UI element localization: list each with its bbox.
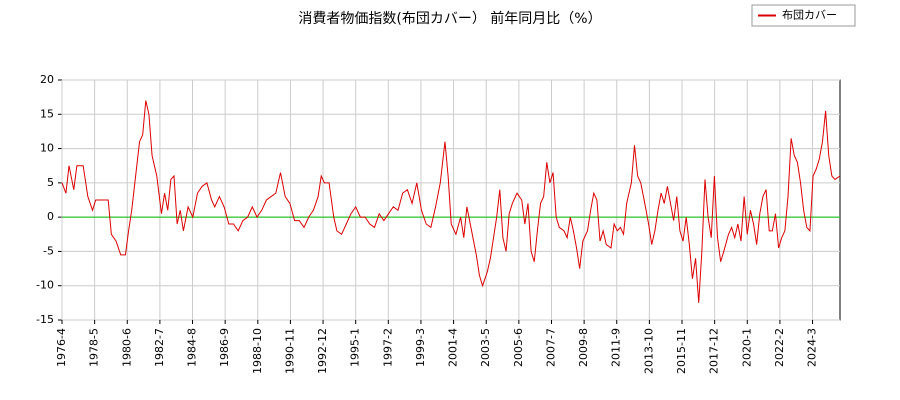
x-tick-label: 1990-11 (283, 328, 296, 374)
x-tick-label: 2013-10 (642, 328, 655, 374)
y-tick-label: 10 (40, 142, 54, 155)
chart-title: 消費者物価指数(布団カバー） 前年同月比（%） (298, 10, 601, 27)
x-tick-label: 2017-12 (708, 328, 721, 374)
x-tick-label: 2003-5 (479, 328, 492, 367)
x-tick-label: 2007-7 (544, 328, 557, 367)
x-tick-label: 2001-4 (447, 328, 460, 367)
x-tick-label: 2011-9 (610, 328, 623, 367)
y-tick-label: 0 (47, 210, 54, 223)
data-line (61, 100, 841, 303)
x-tick-label: 1986-9 (218, 328, 231, 367)
x-tick-label: 2024-3 (806, 328, 819, 367)
legend-box (751, 4, 856, 27)
x-tick-label: 1978-5 (88, 328, 101, 367)
x-tick-label: 2020-1 (740, 328, 753, 367)
x-tick-label: 1988-10 (251, 328, 264, 374)
x-tick-label: 1997-2 (381, 328, 394, 367)
x-tick-label: 2015-11 (675, 328, 688, 374)
y-tick-label: 15 (40, 107, 54, 120)
x-tick-label: 1980-6 (120, 328, 133, 367)
y-tick-label: 5 (47, 176, 54, 189)
y-tick-label: -10 (36, 279, 54, 292)
y-tick-label: -15 (36, 313, 54, 326)
x-tick-label: 1995-1 (349, 328, 362, 367)
x-tick-label: 1976-4 (55, 328, 68, 367)
x-tick-label: 1992-12 (316, 328, 329, 374)
legend: 布団カバー (751, 4, 856, 27)
x-tick-label: 2022-2 (773, 328, 786, 367)
x-tick-label: 1999-3 (414, 328, 427, 367)
x-tick-label: 2009-8 (577, 328, 590, 367)
x-tick-label: 1984-8 (186, 328, 199, 367)
x-tick-label: 2005-6 (512, 328, 525, 367)
legend-label: 布団カバー (782, 9, 837, 22)
y-tick-label: 20 (40, 73, 54, 86)
plot-area (61, 79, 841, 321)
x-tick-label: 1982-7 (153, 328, 166, 367)
y-tick-label: -5 (43, 244, 54, 257)
